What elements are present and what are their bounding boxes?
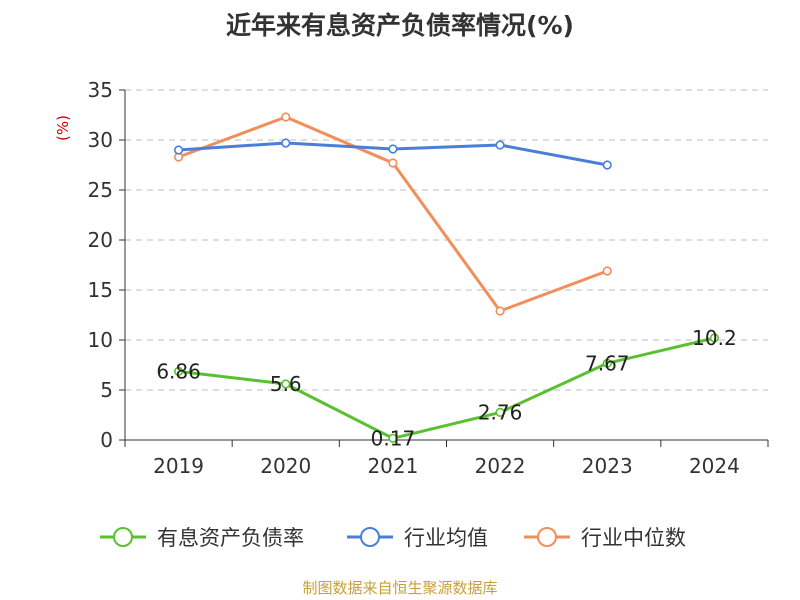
x-tick-label: 2024 bbox=[689, 454, 740, 478]
legend-marker bbox=[537, 527, 557, 547]
x-tick-label: 2022 bbox=[475, 454, 526, 478]
data-point[interactable] bbox=[602, 160, 612, 170]
data-point[interactable] bbox=[495, 306, 505, 316]
data-point[interactable] bbox=[173, 145, 184, 155]
x-tick-label: 2019 bbox=[153, 454, 204, 478]
data-label: 5.6 bbox=[270, 372, 302, 396]
legend-label: 行业均值 bbox=[404, 526, 488, 550]
series-line bbox=[178, 336, 715, 440]
data-point[interactable] bbox=[388, 158, 398, 168]
data-point[interactable] bbox=[602, 266, 612, 276]
data-point[interactable] bbox=[709, 333, 720, 343]
y-tick-label: 10 bbox=[88, 328, 113, 352]
legend-item[interactable]: 行业中位数 bbox=[524, 526, 686, 550]
data-label: 7.67 bbox=[585, 351, 630, 375]
y-tick-label: 15 bbox=[88, 278, 113, 302]
x-tick-label: 2021 bbox=[367, 454, 418, 478]
data-point[interactable] bbox=[388, 144, 398, 154]
y-tick-label: 0 bbox=[100, 428, 113, 452]
y-tick-label: 5 bbox=[100, 378, 113, 402]
series-group bbox=[173, 112, 720, 443]
data-labels: 6.86 5.6 0.17 2.76 7.67 10.2 bbox=[156, 326, 736, 450]
data-point[interactable] bbox=[495, 407, 505, 418]
chart-title: 近年来有息资产负债率情况(%) bbox=[226, 11, 574, 40]
legend-label: 行业中位数 bbox=[581, 526, 686, 550]
y-axis-unit: (%) bbox=[54, 115, 72, 141]
data-source-note: 制图数据来自恒生聚源数据库 bbox=[302, 579, 497, 597]
legend-label: 有息资产负债率 bbox=[157, 526, 304, 550]
grid-lines bbox=[125, 89, 768, 391]
data-point[interactable] bbox=[602, 358, 612, 368]
x-tick-label: 2023 bbox=[582, 454, 633, 478]
axes: 0 5 10 15 20 25 30 35 2019 2020 2021 2022 2023 2024 bbox=[88, 78, 769, 478]
data-point[interactable] bbox=[281, 379, 291, 389]
data-label: 6.86 bbox=[156, 359, 201, 383]
data-point[interactable] bbox=[281, 112, 291, 122]
y-tick-label: 20 bbox=[88, 228, 113, 252]
y-tick-label: 25 bbox=[88, 178, 113, 202]
y-tick-label: 35 bbox=[88, 78, 113, 102]
data-label: 0.17 bbox=[371, 426, 416, 450]
legend-marker bbox=[360, 527, 380, 547]
x-tick-label: 2020 bbox=[260, 454, 311, 478]
data-point[interactable] bbox=[388, 433, 398, 443]
data-label: 10.2 bbox=[692, 326, 737, 350]
legend[interactable]: 有息资产负债率 行业均值 行业中位数 bbox=[100, 526, 686, 550]
data-point[interactable] bbox=[281, 138, 291, 148]
legend-item[interactable]: 有息资产负债率 bbox=[100, 526, 304, 550]
data-label: 2.76 bbox=[478, 400, 523, 424]
data-point[interactable] bbox=[495, 140, 505, 150]
y-tick-label: 30 bbox=[88, 128, 113, 152]
legend-marker bbox=[113, 527, 133, 547]
legend-item[interactable]: 行业均值 bbox=[347, 526, 488, 550]
data-point[interactable] bbox=[173, 366, 184, 377]
